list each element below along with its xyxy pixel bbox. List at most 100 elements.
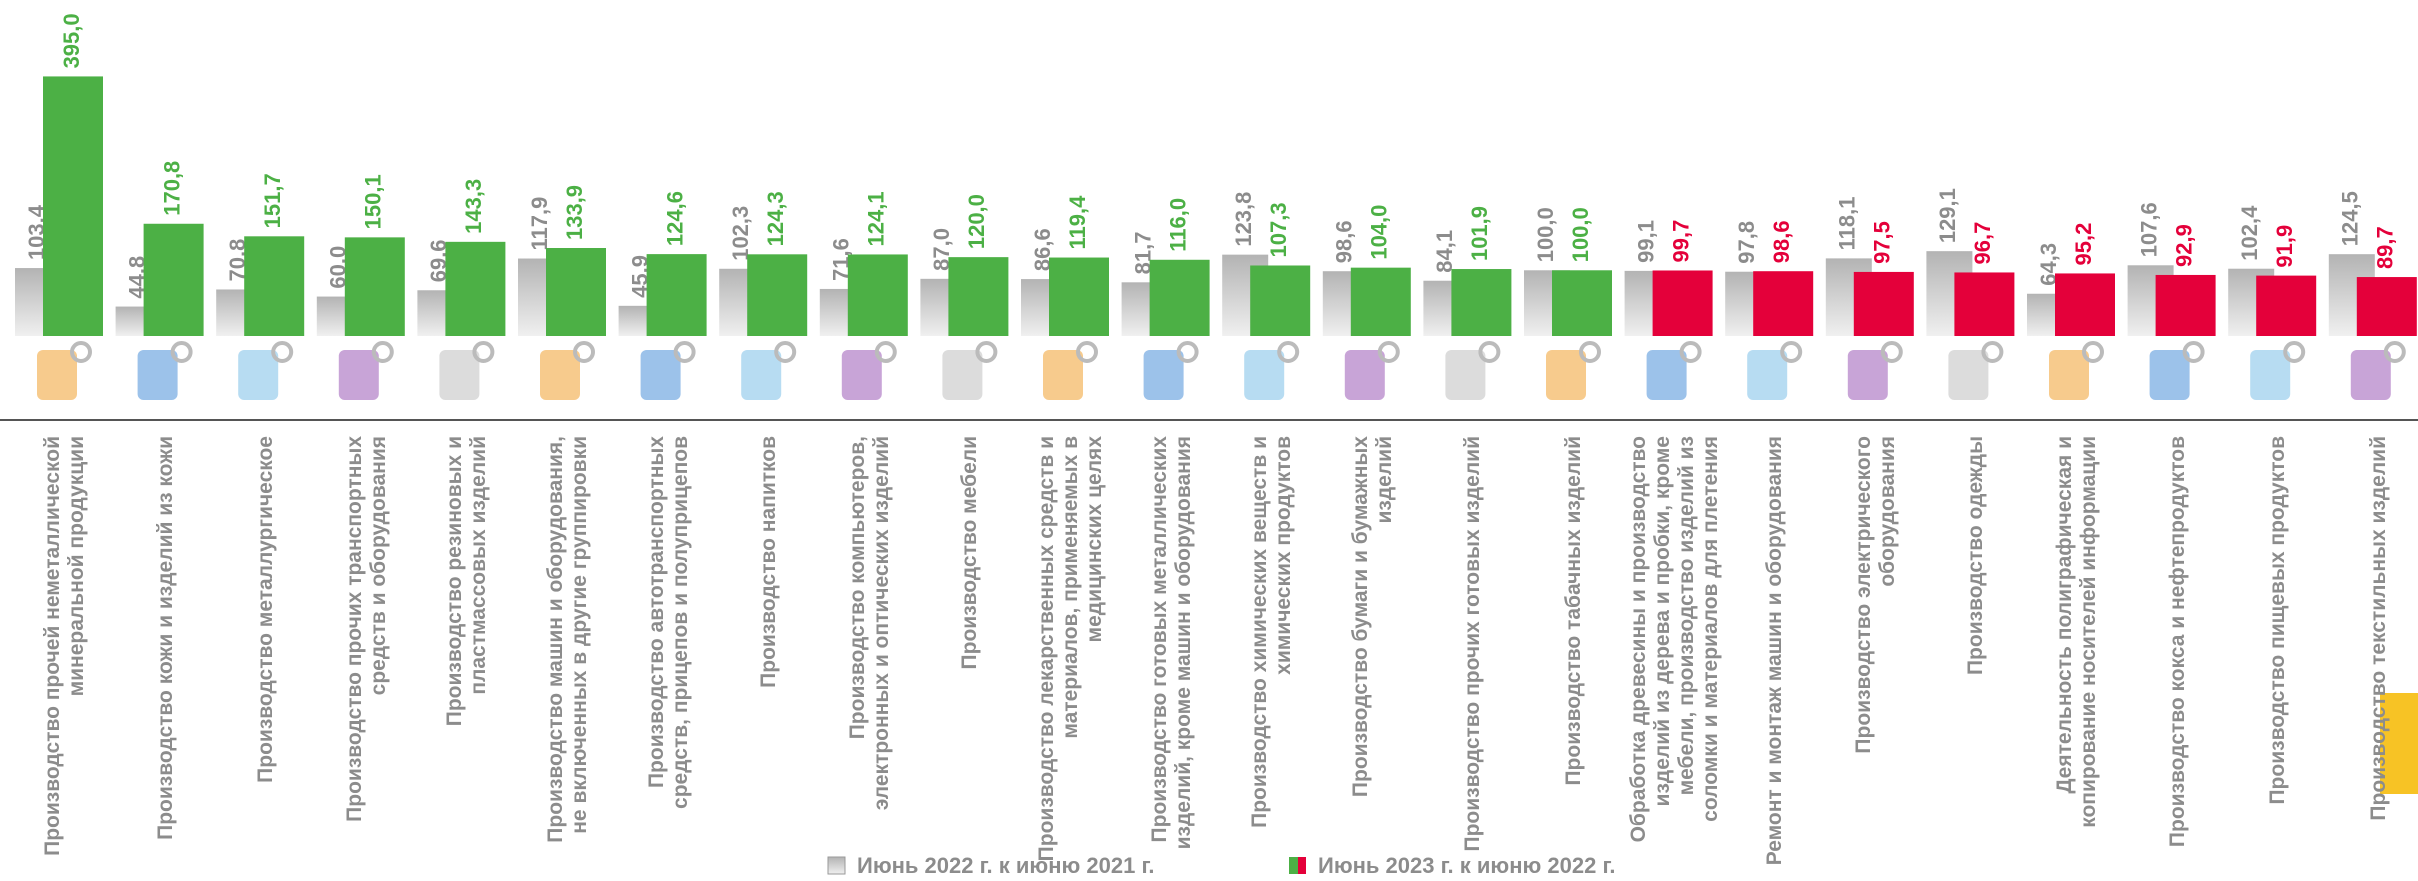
bar [244, 236, 304, 336]
bar [1351, 268, 1411, 336]
bar [43, 76, 103, 336]
value-label: 100,0 [1533, 207, 1558, 262]
category-label: Производство табачных изделий [1524, 432, 1624, 872]
value-label: 143,3 [461, 179, 486, 234]
category-label: Производство бумаги и бумажных изделий [1323, 432, 1423, 872]
value-label: 97,8 [1734, 221, 1759, 264]
icon [2150, 350, 2190, 400]
category-label: Обработка древесины и производство издел… [1625, 432, 1725, 872]
category-label: Производство готовых металлических издел… [1122, 432, 1222, 872]
value-label: 89,7 [2373, 226, 2398, 269]
value-label: 124,1 [864, 191, 889, 246]
bar [747, 254, 807, 336]
value-label: 84,1 [1432, 230, 1457, 273]
value-label: 95,2 [2071, 223, 2096, 266]
category-label: Производство пищевых продуктов [2228, 432, 2328, 872]
category-label: Производство прочих готовых изделий [1423, 432, 1523, 872]
category-label: Производство кожи и изделий из кожи [116, 432, 216, 872]
icon [1747, 350, 1787, 400]
icon [942, 350, 982, 400]
bar [2256, 276, 2316, 336]
category-label: Производство лекарственных средств и мат… [1021, 432, 1121, 872]
icon [641, 350, 681, 400]
bar [445, 242, 505, 336]
bar [2055, 273, 2115, 336]
bar [1653, 270, 1713, 336]
category-label: Деятельность полиграфическая и копирован… [2027, 432, 2127, 872]
value-label: 91,9 [2272, 225, 2297, 268]
icon [1647, 350, 1687, 400]
bar [1753, 271, 1813, 336]
bar [546, 248, 606, 336]
value-label: 99,1 [1633, 220, 1658, 263]
value-label: 97,5 [1870, 221, 1895, 264]
value-label: 99,7 [1668, 220, 1693, 263]
icon [2351, 350, 2391, 400]
bar [1049, 258, 1109, 336]
bar [1250, 265, 1310, 336]
value-label: 100,0 [1568, 207, 1593, 262]
icon [540, 350, 580, 400]
value-label: 120,0 [964, 194, 989, 249]
value-label: 107,3 [1266, 202, 1291, 257]
icon [1144, 350, 1184, 400]
category-label: Производство текстильных изделий [2329, 432, 2418, 872]
icon [1345, 350, 1385, 400]
value-label: 98,6 [1332, 220, 1357, 263]
bar [1552, 270, 1612, 336]
value-label: 170,8 [159, 161, 184, 216]
category-label: Производство металлургическое [216, 432, 316, 872]
bar [647, 254, 707, 336]
icon [439, 350, 479, 400]
icon [1948, 350, 1988, 400]
bar [1451, 269, 1511, 336]
icon [1848, 350, 1888, 400]
icon [1445, 350, 1485, 400]
value-label: 118,1 [1835, 197, 1860, 251]
icon [2250, 350, 2290, 400]
chart: Июнь 2022 г. к июню 2021 г. Июнь 2023 г.… [0, 0, 2418, 881]
category-label: Производство резиновых и пластмассовых и… [417, 432, 517, 872]
icon [138, 350, 178, 400]
value-label: 96,7 [1970, 222, 1995, 265]
icon [842, 350, 882, 400]
value-label: 98,6 [1769, 220, 1794, 263]
value-label: 124,3 [763, 191, 788, 246]
value-label: 151,7 [260, 173, 285, 228]
bar [144, 224, 204, 336]
bar [948, 257, 1008, 336]
bar [848, 254, 908, 336]
value-label: 117,9 [527, 197, 552, 251]
bar [1854, 272, 1914, 336]
category-label: Производство кокса и нефтепродуктов [2128, 432, 2228, 872]
category-label: Производство прочей неметаллической мине… [15, 432, 115, 872]
value-label: 133,9 [562, 185, 587, 240]
icon [1244, 350, 1284, 400]
value-label: 150,1 [361, 174, 386, 229]
category-label: Производство мебели [920, 432, 1020, 872]
category-label: Производство напитков [719, 432, 819, 872]
category-label: Производство автотранспортных средств, п… [619, 432, 719, 872]
bar [345, 237, 405, 336]
icon [339, 350, 379, 400]
category-label: Производство одежды [1926, 432, 2026, 872]
value-label: 92,9 [2171, 224, 2196, 267]
icon [238, 350, 278, 400]
value-label: 116,0 [1165, 198, 1190, 252]
icon [741, 350, 781, 400]
category-label: Производство прочих транспортных средств… [317, 432, 417, 872]
category-label: Ремонт и монтаж машин и оборудования [1725, 432, 1825, 872]
icon [37, 350, 77, 400]
category-label: Производство химических веществ и химиче… [1222, 432, 1322, 872]
bar [1150, 260, 1210, 336]
value-label: 124,5 [2338, 191, 2363, 246]
category-label: Производство машин и оборудования, не вк… [518, 432, 618, 872]
value-label: 107,6 [2136, 202, 2161, 257]
bar [1954, 272, 2014, 336]
icon [1043, 350, 1083, 400]
category-label: Производство компьютеров, электронных и … [820, 432, 920, 872]
icon [1546, 350, 1586, 400]
value-label: 101,9 [1467, 206, 1492, 261]
value-label: 102,4 [2237, 205, 2262, 261]
value-label: 123,8 [1231, 192, 1256, 247]
